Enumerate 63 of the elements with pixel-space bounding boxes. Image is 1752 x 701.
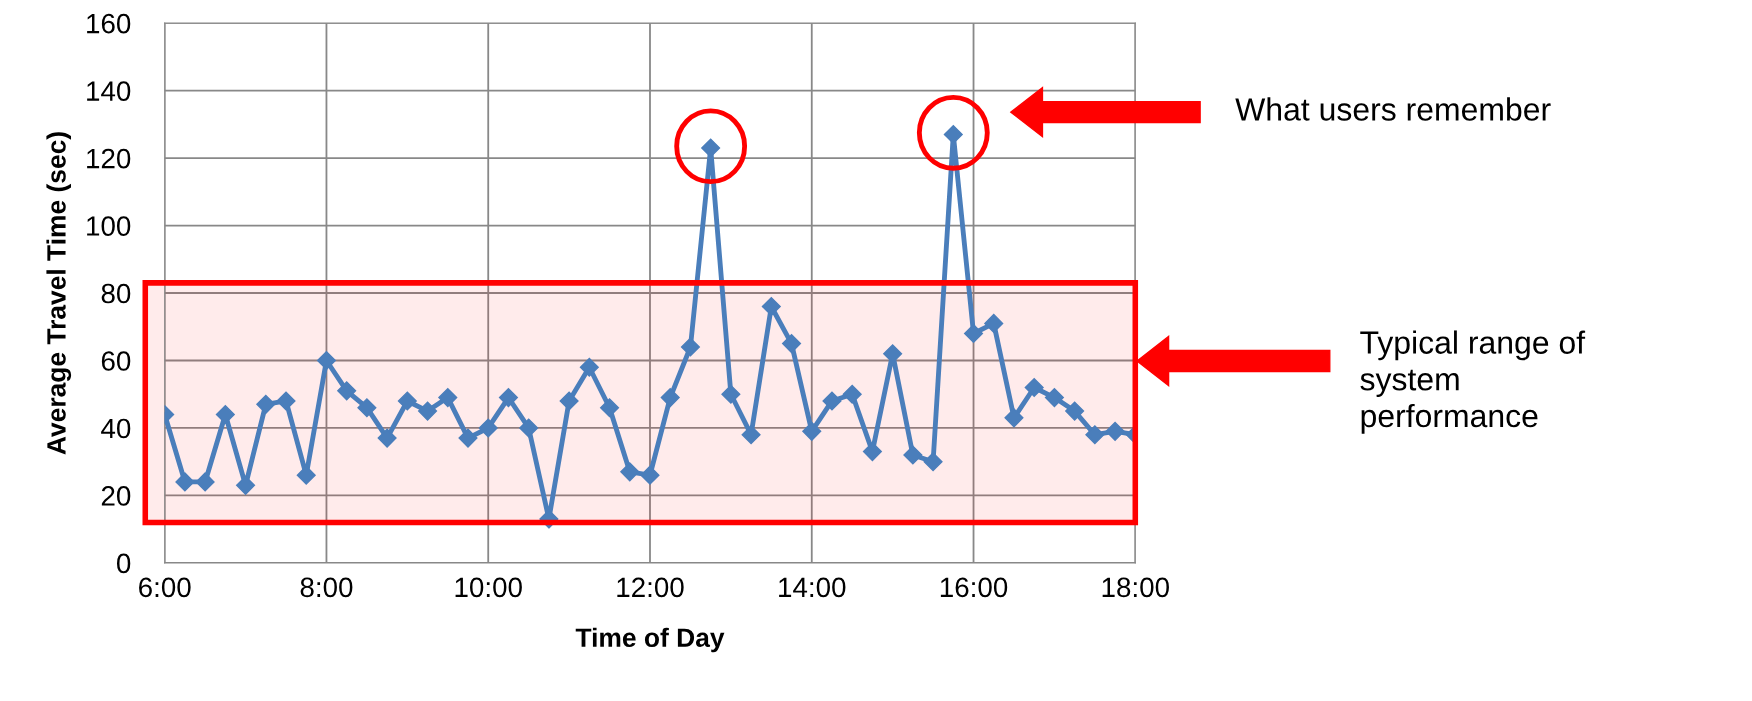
point bbox=[1065, 401, 1085, 421]
point bbox=[418, 401, 438, 421]
y-tick-label: 160 bbox=[87, 13, 131, 34]
point bbox=[1024, 377, 1044, 398]
y-tick-label: 0 bbox=[116, 553, 131, 574]
point bbox=[175, 472, 195, 492]
y-tick-label: 80 bbox=[101, 283, 131, 304]
point bbox=[903, 445, 923, 465]
point bbox=[276, 391, 296, 411]
point bbox=[296, 465, 316, 485]
point bbox=[195, 472, 215, 492]
point bbox=[559, 391, 579, 411]
y-tick-label: 20 bbox=[101, 486, 131, 506]
text: Typical range of system performance bbox=[1360, 330, 1586, 434]
point bbox=[963, 323, 984, 344]
point bbox=[215, 404, 235, 425]
x-tick-label: 16:00 bbox=[940, 577, 1008, 598]
x-tick-label: 12:00 bbox=[617, 577, 684, 598]
x-tick-label: 14:00 bbox=[779, 577, 846, 598]
point bbox=[923, 452, 943, 472]
x-tick-label: 10:00 bbox=[455, 577, 522, 598]
point bbox=[802, 421, 822, 441]
point bbox=[397, 391, 417, 411]
point bbox=[579, 357, 599, 377]
point bbox=[640, 465, 660, 485]
y-tick-label: 60 bbox=[101, 351, 131, 371]
x-tick-label: 6:00 bbox=[139, 577, 191, 598]
point bbox=[984, 313, 1004, 333]
y-tick-label: 140 bbox=[87, 81, 131, 101]
y-axis-title: Average Travel Time (sec) bbox=[46, 132, 72, 455]
point bbox=[600, 398, 620, 418]
point bbox=[620, 462, 640, 482]
point bbox=[721, 384, 741, 404]
point bbox=[761, 296, 781, 317]
point bbox=[680, 337, 700, 357]
point bbox=[842, 384, 862, 404]
point bbox=[660, 388, 680, 408]
point bbox=[519, 418, 539, 438]
x-tick-label: 8:00 bbox=[300, 577, 353, 598]
point bbox=[1085, 425, 1105, 445]
point bbox=[741, 425, 761, 445]
text: What users remember bbox=[1235, 97, 1551, 121]
point bbox=[337, 381, 357, 401]
y-tick-label: 40 bbox=[101, 418, 131, 439]
point bbox=[1044, 388, 1064, 408]
point bbox=[458, 428, 478, 448]
point bbox=[377, 428, 397, 448]
y-tick-label: 120 bbox=[87, 148, 131, 169]
point bbox=[316, 350, 336, 371]
point bbox=[862, 442, 882, 462]
point bbox=[256, 394, 276, 414]
point bbox=[236, 475, 256, 495]
point bbox=[822, 391, 842, 411]
point bbox=[498, 388, 518, 408]
y-tick-label: 100 bbox=[87, 216, 131, 236]
point bbox=[1004, 408, 1024, 428]
point bbox=[1105, 421, 1125, 441]
x-tick-label: 18:00 bbox=[1102, 577, 1169, 598]
point bbox=[438, 388, 458, 408]
point bbox=[782, 334, 802, 354]
x-axis-title: Time of Day bbox=[575, 627, 725, 653]
point bbox=[478, 418, 498, 438]
point bbox=[357, 398, 377, 418]
